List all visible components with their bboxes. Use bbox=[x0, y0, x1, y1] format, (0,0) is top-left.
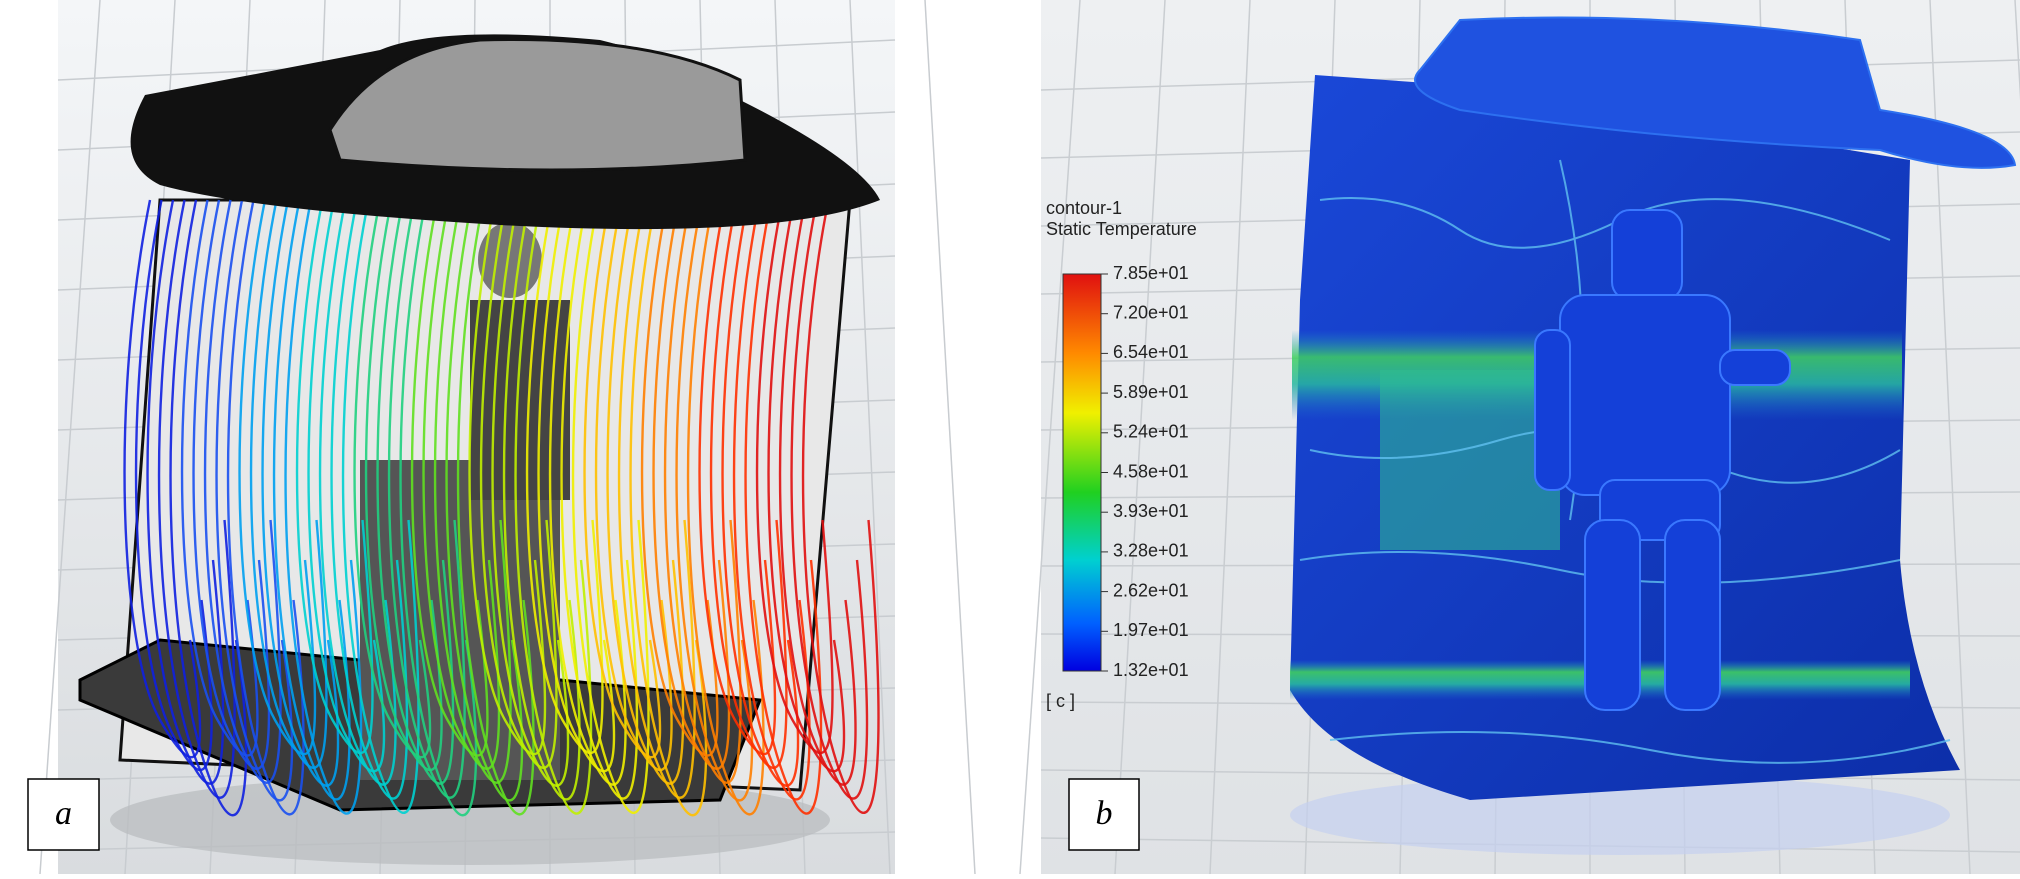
panel-label: a bbox=[55, 795, 72, 832]
lid-surface bbox=[1414, 16, 2017, 169]
streamline bbox=[456, 199, 535, 816]
legend-title: contour-1 bbox=[1046, 198, 1122, 218]
streamline bbox=[617, 199, 696, 799]
colorbar-tick-label: 5.24e+01 bbox=[1113, 422, 1189, 442]
streamline bbox=[341, 199, 420, 815]
colorbar-tick-label: 1.32e+01 bbox=[1113, 660, 1189, 680]
streamline bbox=[767, 199, 846, 773]
temperature-zone bbox=[1380, 370, 1560, 550]
streamline bbox=[606, 199, 685, 785]
head-mesh bbox=[478, 222, 542, 298]
streamline bbox=[514, 199, 593, 815]
grid-line bbox=[1019, 0, 1081, 875]
streamline bbox=[410, 199, 489, 757]
streamline bbox=[261, 199, 340, 787]
streamline bbox=[422, 199, 501, 770]
streamline bbox=[364, 199, 443, 771]
colorbar-tick-label: 3.28e+01 bbox=[1113, 541, 1189, 561]
grid-line bbox=[1209, 0, 1251, 875]
streamline bbox=[445, 199, 524, 802]
grid-line bbox=[39, 0, 101, 875]
streamline bbox=[675, 199, 754, 802]
streamline bbox=[801, 199, 880, 815]
streamline bbox=[491, 199, 570, 787]
streamlines bbox=[123, 199, 880, 817]
streamline bbox=[571, 199, 650, 815]
colorbar-tick-label: 1.97e+01 bbox=[1113, 620, 1189, 640]
streamline bbox=[307, 199, 386, 773]
streamline bbox=[226, 199, 305, 816]
streamline bbox=[203, 199, 282, 784]
grid-line bbox=[849, 0, 891, 875]
streamline bbox=[755, 199, 834, 755]
streamline bbox=[146, 199, 225, 785]
streamline bbox=[525, 199, 604, 755]
streamline bbox=[376, 199, 455, 785]
grid-line bbox=[924, 0, 976, 875]
streamline bbox=[192, 199, 271, 770]
grid-line bbox=[1114, 0, 1166, 875]
streamline bbox=[548, 199, 627, 786]
colorbar-tick-label: 3.93e+01 bbox=[1113, 501, 1189, 521]
streamline bbox=[698, 199, 777, 756]
streamline bbox=[537, 199, 616, 773]
streamline bbox=[134, 199, 213, 771]
streamline bbox=[180, 199, 259, 757]
colorbar-tick-label: 2.62e+01 bbox=[1113, 580, 1189, 600]
streamline bbox=[721, 199, 800, 787]
streamline bbox=[353, 199, 432, 759]
streamline bbox=[387, 199, 466, 799]
lid-dome-mesh bbox=[328, 38, 747, 172]
panel-label: b bbox=[1096, 795, 1113, 832]
streamline bbox=[433, 199, 512, 784]
legend-variable: Static Temperature bbox=[1046, 219, 1197, 239]
colorbar-ticks: 7.85e+01 7.20e+01 6.54e+01 5.89e+01 5.24e+01… bbox=[1101, 263, 1189, 680]
legend-unit: [ c ] bbox=[1046, 691, 1075, 711]
streamline bbox=[594, 199, 673, 771]
streamline bbox=[157, 199, 236, 799]
streamline bbox=[663, 199, 742, 784]
streamline bbox=[686, 199, 765, 816]
streamline bbox=[744, 199, 823, 815]
colorbar-tick-label: 7.85e+01 bbox=[1113, 263, 1189, 283]
streamline bbox=[468, 199, 547, 756]
occupant-surface bbox=[1534, 209, 1791, 711]
streamline bbox=[318, 199, 397, 786]
colorbar bbox=[1062, 273, 1102, 672]
streamline bbox=[790, 199, 869, 800]
streamline bbox=[215, 199, 294, 802]
colorbar-tick-label: 4.58e+01 bbox=[1113, 461, 1189, 481]
panel-label-box bbox=[1068, 778, 1140, 851]
streamline bbox=[238, 199, 317, 756]
streamline bbox=[583, 199, 662, 759]
streamline bbox=[123, 199, 202, 759]
streamline bbox=[778, 199, 857, 786]
colorbar-tick-label: 5.89e+01 bbox=[1113, 382, 1189, 402]
streamline bbox=[652, 199, 731, 770]
streamline bbox=[295, 199, 374, 755]
streamline bbox=[640, 199, 719, 757]
occupant-mesh bbox=[470, 300, 570, 500]
colorbar-tick-label: 6.54e+01 bbox=[1113, 342, 1189, 362]
streamline bbox=[284, 199, 363, 815]
panel-label-box bbox=[27, 778, 100, 851]
colorbar-tick-label: 7.20e+01 bbox=[1113, 302, 1189, 322]
